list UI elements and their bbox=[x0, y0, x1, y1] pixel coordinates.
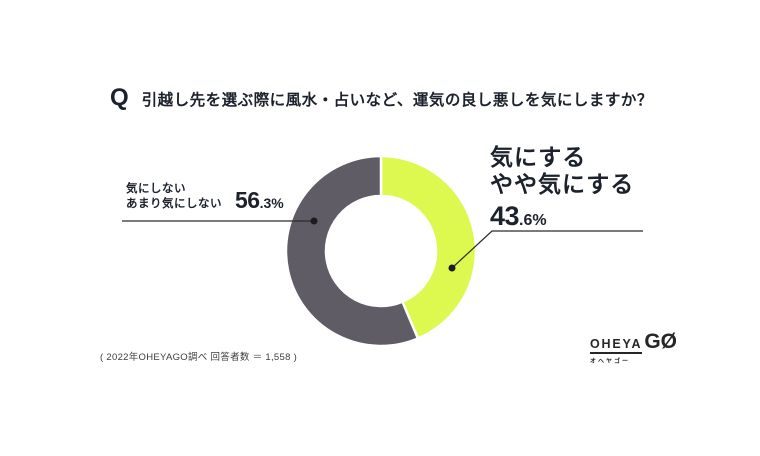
value-decimal-percent: .3% bbox=[259, 195, 284, 211]
donut-segment-0 bbox=[379, 154, 478, 340]
leader-dot-right bbox=[448, 264, 456, 272]
donut-segment-1 bbox=[284, 154, 420, 348]
annotation-mind-line1: 気にする bbox=[490, 144, 587, 170]
logo-wordmark: OHEYA GØ bbox=[590, 330, 677, 354]
logo-katakana-subtitle: オヘヤゴー bbox=[590, 359, 631, 365]
annotation-not-mind: 気にしない あまり気にしない 56 .3% bbox=[126, 182, 284, 214]
leader-dot-left bbox=[310, 217, 318, 225]
annotation-not-mind-line1: 気にしない bbox=[126, 183, 186, 195]
value-integer: 56 bbox=[235, 187, 260, 213]
value-integer: 43 bbox=[490, 201, 520, 231]
annotation-not-mind-labels: 気にしない あまり気にしない bbox=[126, 182, 222, 211]
annotation-mind: 気にする やや気にする 43 .6% bbox=[490, 144, 634, 232]
logo-text-go: GØ bbox=[644, 330, 677, 353]
value-decimal-percent: .6% bbox=[519, 212, 547, 229]
annotation-mind-value: 43 .6% bbox=[490, 201, 634, 232]
question-header: Q 引越し先を選ぶ際に風水・占いなど、運気の良し悪しを気にしますか？ bbox=[110, 84, 653, 112]
logo-text-oheya: OHEYA bbox=[590, 337, 643, 354]
annotation-not-mind-value: 56 .3% bbox=[235, 187, 284, 214]
annotation-mind-line2: やや気にする bbox=[490, 171, 635, 197]
oheyago-logo: OHEYA GØ オヘヤゴー bbox=[590, 330, 677, 365]
question-title: 引越し先を選ぶ際に風水・占いなど、運気の良し悪しを気にしますか？ bbox=[141, 92, 653, 109]
leader-line-right bbox=[451, 230, 643, 269]
annotation-not-mind-line2: あまり気にしない bbox=[126, 197, 222, 210]
question-mark-label: Q bbox=[110, 84, 129, 111]
donut-segments-group bbox=[284, 154, 478, 348]
survey-source-note: ( 2022年OHEYAGO調べ 回答者数 ＝ 1,558 ) bbox=[100, 352, 298, 363]
